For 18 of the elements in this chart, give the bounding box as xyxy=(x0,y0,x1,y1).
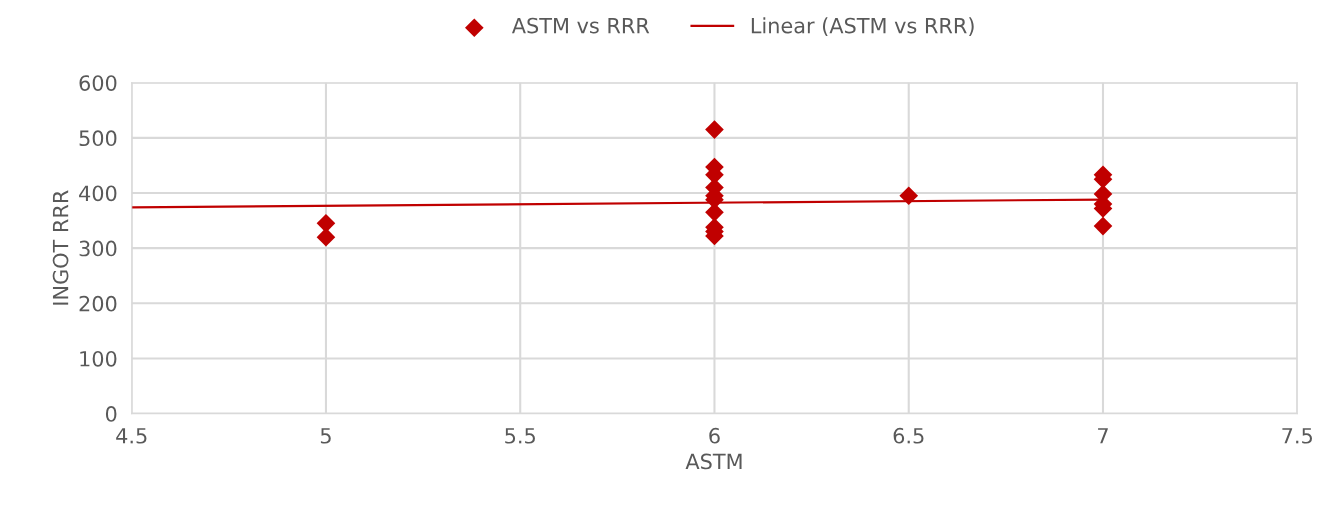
x-tick-label: 6.5 xyxy=(893,427,924,444)
x-tick-label: 5.5 xyxy=(505,428,535,444)
y-tick-label: 200 xyxy=(79,295,117,312)
y-axis-title: INGOT RRR xyxy=(52,190,69,305)
x-tick-label: 4.5 xyxy=(116,428,147,444)
x-axis-title: ASTM xyxy=(685,453,742,470)
y-tick-label: 300 xyxy=(79,240,117,257)
y-tick-label: 500 xyxy=(79,130,117,147)
y-tick-label: 400 xyxy=(79,185,117,202)
x-tick-label: 7.5 xyxy=(1282,428,1312,444)
x-tick-label: 6 xyxy=(709,427,720,444)
legend-label: Linear (ASTM vs RRR) xyxy=(751,17,974,36)
y-tick-label: 600 xyxy=(79,75,117,91)
legend-label: ASTM vs RRR xyxy=(511,17,650,34)
x-tick-label: 7 xyxy=(1098,428,1108,444)
y-tick-label: 0 xyxy=(105,406,117,422)
x-tick-label: 5 xyxy=(320,428,331,444)
y-tick-label: 100 xyxy=(80,350,117,367)
